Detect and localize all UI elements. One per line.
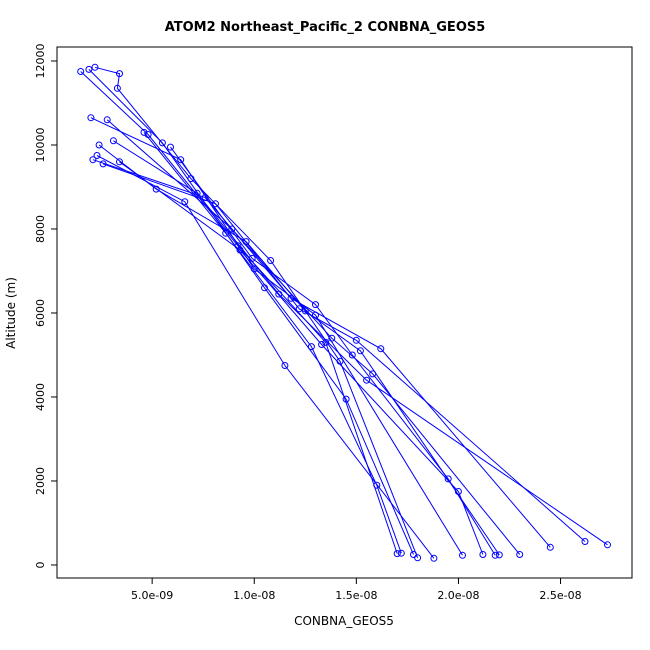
data-point-marker: [377, 345, 385, 353]
plot-box: [56, 46, 633, 579]
series-line: [98, 144, 500, 556]
data-point-marker: [89, 156, 97, 164]
series-line: [92, 159, 551, 548]
data-point-marker: [352, 336, 360, 344]
data-point-marker: [318, 341, 326, 348]
series-line: [170, 146, 496, 556]
data-point-marker: [373, 481, 381, 489]
series-line: [80, 71, 398, 554]
data-point-marker: [454, 488, 462, 495]
data-point-marker: [393, 550, 401, 558]
data-point-marker: [77, 68, 85, 75]
data-point-marker: [228, 225, 236, 233]
data-point-marker: [140, 128, 148, 136]
data-point-marker: [581, 538, 589, 545]
x-tick-label: 2.5e-08: [539, 589, 581, 602]
data-point-marker: [369, 370, 377, 378]
x-tick-label: 1.5e-08: [335, 589, 377, 602]
series-line: [143, 132, 402, 554]
data-point-marker: [444, 475, 452, 483]
y-axis-label: Altitude (m): [4, 277, 18, 349]
x-tick-label: 5.0e-09: [131, 589, 173, 602]
x-tick-label: 2.0e-08: [437, 589, 479, 602]
y-tick-label: 10000: [34, 127, 47, 162]
data-point-marker: [459, 551, 466, 559]
data-point-marker: [397, 549, 405, 557]
data-point-marker: [193, 189, 201, 197]
data-point-marker: [91, 63, 99, 71]
data-point-marker: [116, 158, 123, 166]
y-tick-label: 8000: [34, 215, 47, 243]
plot-area: 5.0e-09 1.0e-08 1.5e-08 2.0e-08 2.5e-08 0 2000…: [34, 43, 633, 602]
data-point-marker: [93, 152, 101, 159]
series-line: [96, 155, 435, 559]
series-line: [106, 119, 521, 555]
y-tick-label: 4000: [34, 383, 47, 411]
data-point-marker: [103, 116, 111, 124]
data-point-marker: [177, 156, 185, 164]
series-line: [119, 161, 484, 555]
data-point-marker: [287, 294, 295, 302]
data-point-marker: [267, 257, 275, 264]
data-point-marker: [181, 198, 189, 206]
data-point-marker: [495, 551, 503, 559]
data-point-marker: [109, 137, 117, 145]
data-point-marker: [222, 229, 230, 237]
data-point-marker: [87, 114, 95, 122]
data-point-marker: [113, 84, 121, 92]
data-point-marker: [430, 554, 438, 562]
data-point-marker: [158, 139, 166, 147]
data-point-marker: [479, 551, 487, 558]
data-point-marker: [604, 541, 611, 549]
data-point-marker: [248, 254, 256, 262]
data-point-marker: [356, 347, 364, 355]
data-point-marker: [342, 395, 350, 403]
x-tick-label: 1.0e-08: [233, 589, 275, 602]
series-line: [94, 66, 419, 558]
y-tick-label: 6000: [34, 299, 47, 327]
data-point-marker: [99, 160, 107, 168]
data-point-marker: [348, 351, 356, 359]
chart-title: ATOM2 Northeast_Pacific_2 CONBNA_GEOS5: [165, 20, 486, 35]
data-point-marker: [261, 284, 268, 292]
data-point-marker: [281, 362, 289, 369]
y-tick-label: 12000: [34, 43, 47, 78]
series-line: [88, 69, 414, 555]
series-line: [102, 163, 586, 542]
y-tick-label: 0: [34, 561, 47, 568]
data-point-marker: [363, 376, 371, 384]
data-point-marker: [275, 290, 283, 298]
data-point-marker: [516, 551, 524, 558]
data-point-marker: [307, 343, 315, 351]
series-line: [90, 117, 463, 556]
data-point-marker: [328, 334, 336, 342]
data-point-marker: [167, 143, 174, 151]
data-point-marker: [491, 551, 499, 559]
data-point-marker: [312, 301, 319, 309]
data-point-marker: [410, 551, 417, 558]
x-axis-label: CONBNA_GEOS5: [294, 614, 394, 628]
data-point-marker: [95, 141, 103, 149]
data-point-marker: [295, 305, 303, 313]
data-point-marker: [116, 70, 123, 78]
data-point-marker: [85, 65, 93, 73]
data-point-marker: [546, 543, 554, 551]
series-line: [113, 140, 608, 546]
y-tick-label: 2000: [34, 467, 47, 495]
